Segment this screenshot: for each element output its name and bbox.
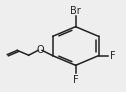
Text: F: F	[73, 75, 78, 85]
Text: F: F	[111, 51, 116, 61]
Text: Br: Br	[70, 6, 81, 16]
Text: O: O	[36, 45, 44, 55]
